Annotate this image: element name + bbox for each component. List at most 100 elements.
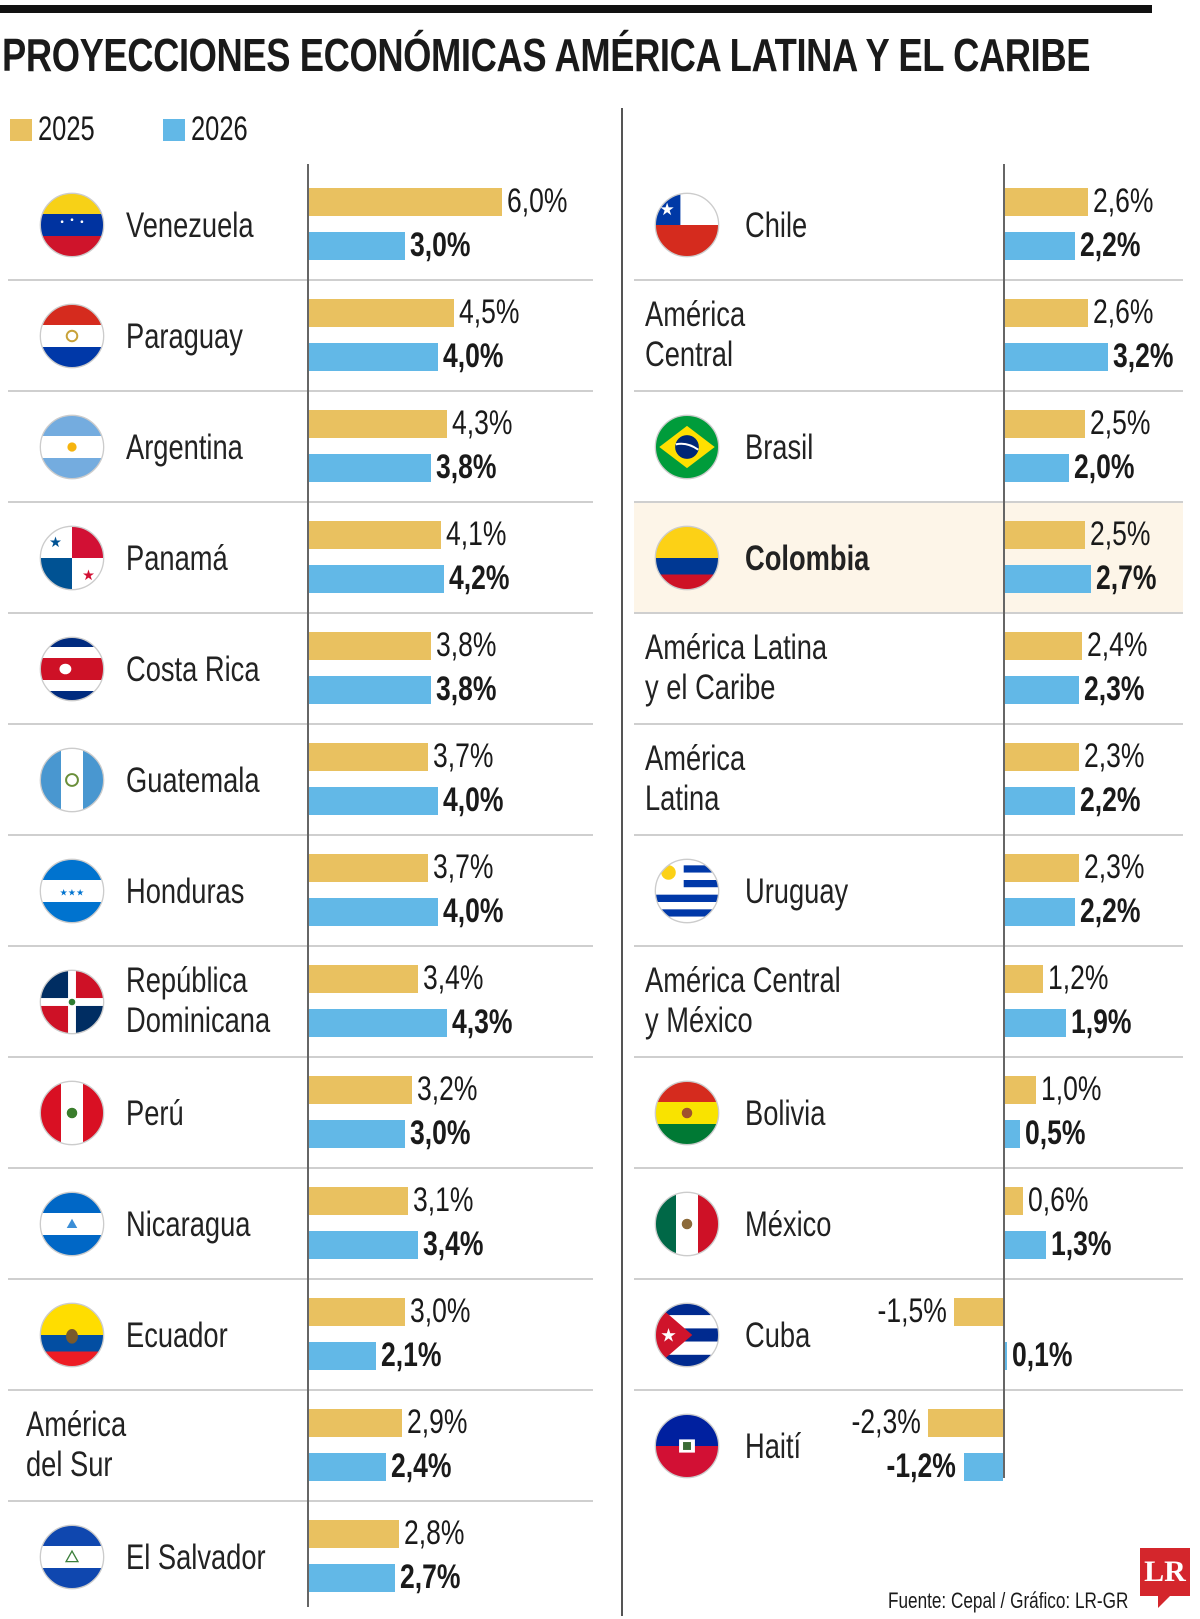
chart-row: El Salvador bbox=[8, 1502, 593, 1613]
bar-2026 bbox=[308, 454, 432, 482]
row-label: El Salvador bbox=[126, 1538, 266, 1577]
bar-2025 bbox=[1004, 299, 1089, 327]
data-label-2025: -1,5% bbox=[877, 1292, 947, 1330]
data-label-2025: 1,0% bbox=[1041, 1070, 1102, 1108]
bar-2026 bbox=[308, 1120, 406, 1148]
flag-dominican-republic-icon bbox=[39, 969, 105, 1035]
row-label: Honduras bbox=[126, 872, 245, 911]
row-separator bbox=[8, 1056, 593, 1058]
bar-2025 bbox=[308, 410, 448, 438]
flag-uruguay-icon bbox=[654, 858, 720, 924]
data-label-2025: 3,0% bbox=[410, 1292, 471, 1330]
row-separator bbox=[634, 834, 1183, 836]
bar-2025 bbox=[1004, 743, 1079, 771]
data-label-2026: 3,8% bbox=[436, 670, 497, 708]
row-label: Chile bbox=[745, 206, 808, 245]
row-separator bbox=[8, 723, 593, 725]
chart-row: América Central y México bbox=[634, 947, 1183, 1058]
data-label-2025: 4,5% bbox=[458, 293, 520, 331]
row-separator bbox=[8, 1500, 593, 1502]
row-label: Guatemala bbox=[126, 761, 260, 800]
row-separator bbox=[8, 1389, 593, 1391]
row-label: Venezuela bbox=[126, 206, 254, 245]
legend-label-2026: 2026 bbox=[191, 110, 248, 148]
bar-2025 bbox=[928, 1409, 1003, 1437]
row-label: Bolivia bbox=[745, 1094, 826, 1133]
flag-colombia-icon bbox=[654, 525, 720, 591]
data-label-2026: 2,0% bbox=[1073, 448, 1135, 486]
flag-argentina-icon bbox=[39, 414, 105, 480]
data-label-2025: 3,1% bbox=[413, 1181, 474, 1219]
bar-2025 bbox=[308, 1076, 412, 1104]
legend-swatch-2026 bbox=[163, 118, 185, 141]
row-label: América Latina bbox=[645, 739, 746, 818]
chart-row: República Dominicana bbox=[8, 947, 593, 1058]
data-label-2026: 0,1% bbox=[1012, 1336, 1073, 1374]
chart-row: México bbox=[634, 1169, 1183, 1280]
bar-2025 bbox=[1004, 410, 1085, 438]
bar-2026 bbox=[1004, 1120, 1021, 1148]
bar-2025 bbox=[1004, 632, 1082, 660]
data-label-2025: 3,7% bbox=[432, 737, 494, 775]
flag-mexico-icon bbox=[654, 1191, 720, 1257]
data-label-2026: 4,0% bbox=[442, 781, 504, 819]
bar-2026 bbox=[308, 676, 432, 704]
flag-venezuela-icon bbox=[39, 192, 105, 258]
legend-swatch-2025 bbox=[10, 118, 32, 141]
row-separator bbox=[634, 390, 1183, 392]
chart-row: Bolivia bbox=[634, 1058, 1183, 1169]
data-label-2025: 2,3% bbox=[1083, 848, 1144, 886]
chart-row: Brasil bbox=[634, 392, 1183, 503]
data-label-2025: 2,5% bbox=[1090, 404, 1151, 442]
row-separator bbox=[8, 1167, 593, 1169]
legend-item-2026: 2026 bbox=[163, 110, 267, 149]
row-separator bbox=[634, 501, 1183, 503]
data-label-2026: 0,5% bbox=[1025, 1114, 1086, 1152]
chart-row: ★ Cuba bbox=[634, 1280, 1183, 1391]
bar-2026 bbox=[308, 1342, 377, 1370]
data-label-2026: 3,8% bbox=[436, 448, 497, 486]
legend-item-2025: 2025 bbox=[10, 110, 114, 149]
row-separator bbox=[8, 834, 593, 836]
bar-2026 bbox=[1004, 1231, 1047, 1259]
data-label-2025: 0,6% bbox=[1028, 1181, 1089, 1219]
svg-text:★: ★ bbox=[660, 1325, 677, 1346]
row-label: América Central y México bbox=[645, 961, 841, 1040]
bar-2026 bbox=[308, 343, 438, 371]
row-separator bbox=[634, 1056, 1183, 1058]
chart-row: Uruguay bbox=[634, 836, 1183, 947]
row-separator bbox=[634, 279, 1183, 281]
flag-cuba-icon: ★ bbox=[654, 1302, 720, 1368]
bar-2025 bbox=[1004, 965, 1043, 993]
flag-el-salvador-icon bbox=[39, 1524, 105, 1590]
row-separator bbox=[8, 612, 593, 614]
source-note: Fuente: Cepal / Gráfico: LR-GR bbox=[888, 1588, 1129, 1613]
bar-2025 bbox=[1004, 1187, 1024, 1215]
data-label-2025: -2,3% bbox=[851, 1403, 921, 1441]
bar-2025 bbox=[954, 1298, 1003, 1326]
data-label-2025: 3,8% bbox=[436, 626, 497, 664]
flag-nicaragua-icon bbox=[39, 1191, 105, 1257]
chart-row: Perú bbox=[8, 1058, 593, 1169]
data-label-2026: 2,2% bbox=[1080, 226, 1141, 264]
row-separator bbox=[8, 1278, 593, 1280]
panel-divider bbox=[621, 108, 623, 1616]
chart-row: ★ ★ Panamá bbox=[8, 503, 593, 614]
value-axis-left bbox=[307, 164, 309, 1607]
row-label: Uruguay bbox=[745, 872, 849, 911]
data-label-2025: 2,8% bbox=[403, 1514, 465, 1552]
chart-row: América Latina y el Caribe bbox=[634, 614, 1183, 725]
bar-2026 bbox=[1004, 787, 1076, 815]
data-label-2026: 4,0% bbox=[442, 892, 504, 930]
flag-paraguay-icon bbox=[39, 303, 105, 369]
data-label-2026: 3,0% bbox=[410, 1114, 471, 1152]
data-label-2025: 4,1% bbox=[445, 515, 507, 553]
bar-2025 bbox=[308, 965, 419, 993]
chart-row: Paraguay bbox=[8, 281, 593, 392]
data-label-2025: 3,7% bbox=[432, 848, 494, 886]
row-label: Ecuador bbox=[126, 1316, 228, 1355]
data-label-2025: 2,5% bbox=[1090, 515, 1151, 553]
row-separator bbox=[634, 945, 1183, 947]
bar-2025 bbox=[1004, 188, 1089, 216]
bar-2026 bbox=[308, 1564, 396, 1592]
